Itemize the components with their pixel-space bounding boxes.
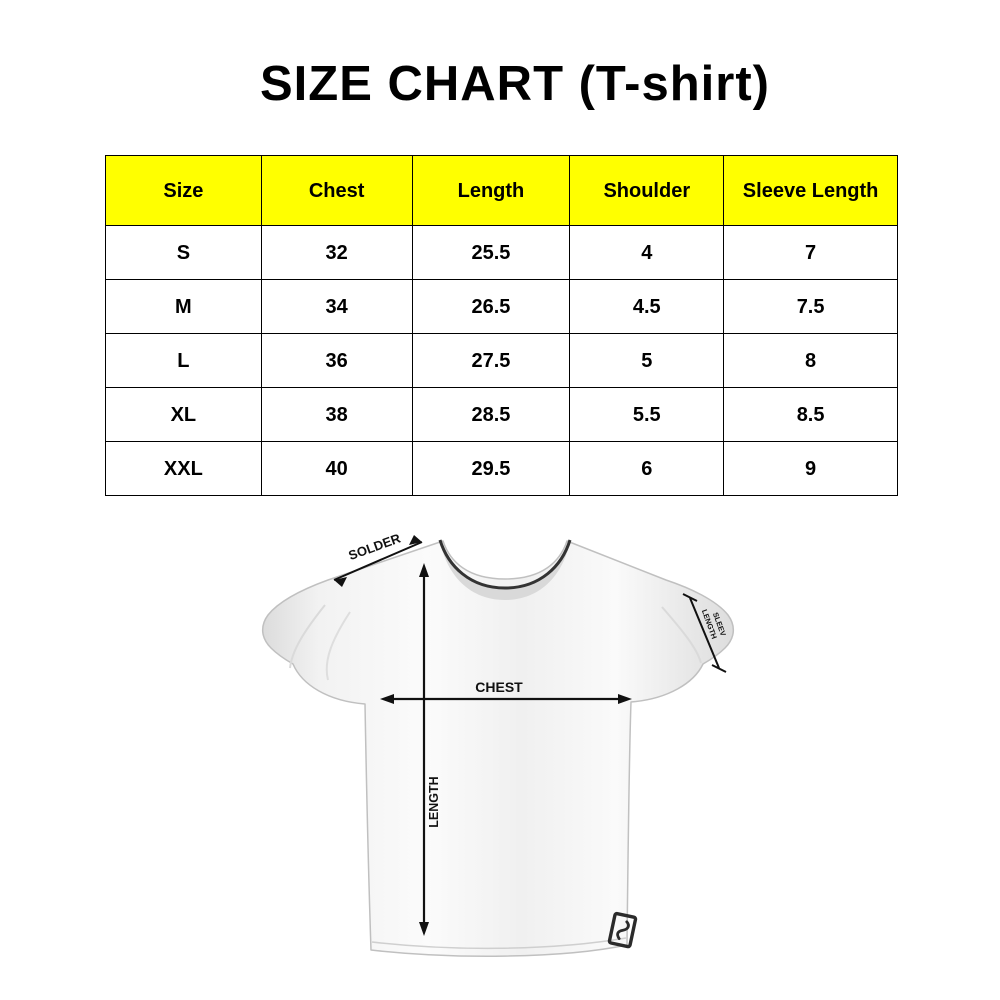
- svg-text:LENGTH: LENGTH: [427, 776, 441, 827]
- svg-text:CHEST: CHEST: [475, 679, 523, 695]
